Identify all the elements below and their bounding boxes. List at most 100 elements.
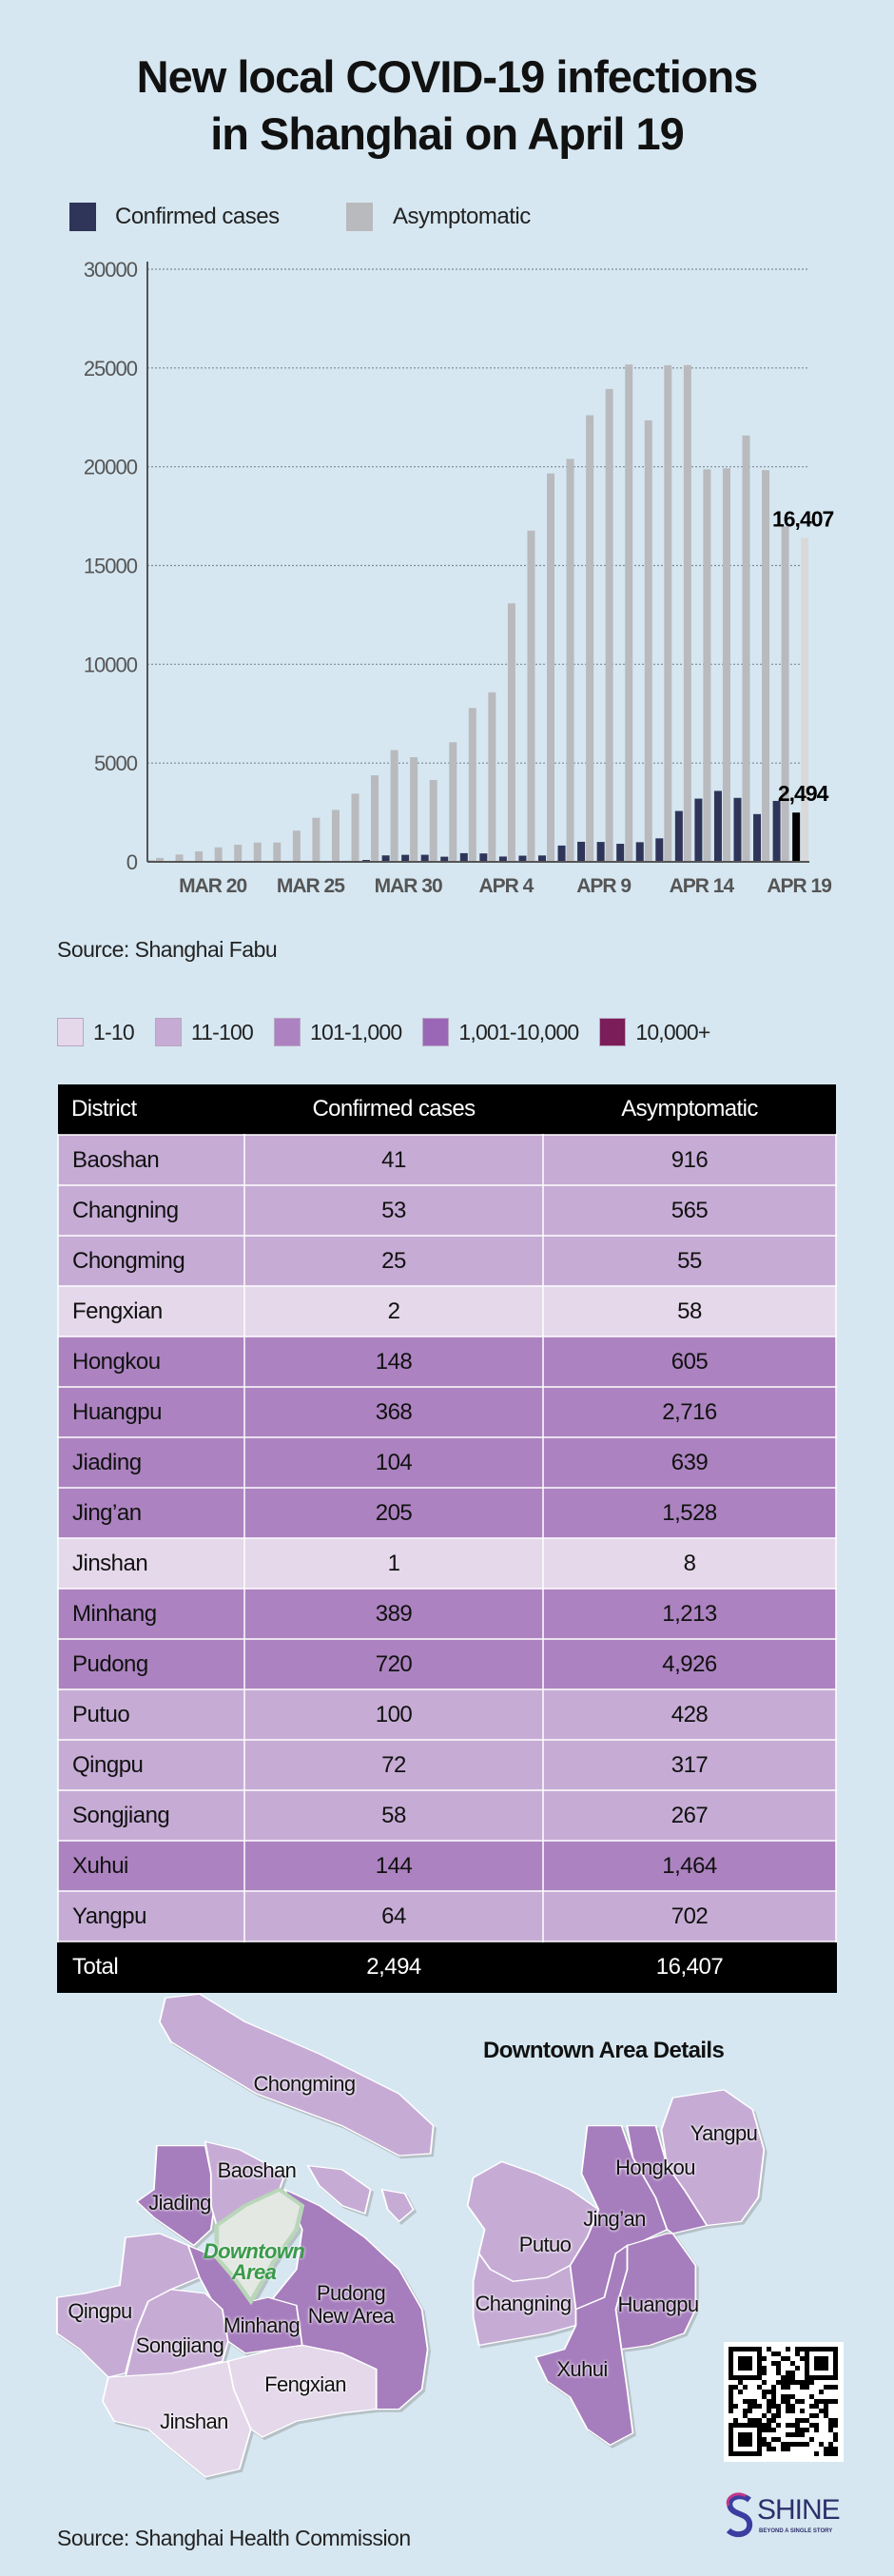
- qr-module: [757, 2361, 762, 2366]
- cell-asymptomatic: 605: [542, 1336, 837, 1388]
- cell-district: Baoshan: [57, 1134, 245, 1186]
- table-row: Xuhui 144 1,464: [57, 1840, 837, 1892]
- bar-asymptomatic: [625, 364, 633, 862]
- table-row: Qingpu 72 317: [57, 1739, 837, 1791]
- qr-module: [771, 2437, 776, 2442]
- qr-module: [824, 2404, 828, 2409]
- qr-module: [776, 2437, 781, 2442]
- qr-module: [748, 2432, 752, 2437]
- map-label-pudong-new-area: New Area: [307, 2304, 395, 2328]
- qr-module: [795, 2380, 800, 2385]
- map-label-jinshan: Jinshan: [160, 2410, 228, 2433]
- cell-confirmed: 41: [243, 1134, 544, 1186]
- table-row: Minhang 389 1,213: [57, 1588, 837, 1640]
- bar-asymptomatic: [801, 537, 809, 862]
- scale-item: 101-1,000: [273, 1018, 402, 1046]
- map-label-jingan: Jing’an: [583, 2207, 646, 2231]
- cell-asymptomatic: 1,464: [542, 1840, 837, 1892]
- cell-confirmed: 72: [243, 1739, 544, 1791]
- map-label-huangpu: Huangpu: [617, 2293, 699, 2316]
- map-source: Source: Shanghai Health Commission: [57, 2526, 411, 2550]
- scale-swatch: [422, 1018, 450, 1046]
- qr-module: [771, 2361, 776, 2366]
- qr-module: [748, 2366, 752, 2371]
- qr-module: [757, 2432, 762, 2437]
- shine-tagline: BEYOND A SINGLE STORY: [759, 2528, 833, 2534]
- table-header-row: District Confirmed cases Asymptomatic: [58, 1084, 836, 1135]
- qr-module: [743, 2361, 748, 2366]
- qr-module: [757, 2347, 762, 2352]
- qr-code[interactable]: [724, 2342, 844, 2462]
- bar-asymptomatic: [781, 526, 789, 862]
- cell-confirmed: 144: [243, 1840, 544, 1892]
- qr-module: [771, 2352, 776, 2356]
- qr-module: [733, 2418, 738, 2423]
- bar-confirmed: [459, 852, 468, 862]
- qr-module: [771, 2394, 776, 2399]
- qr-module: [743, 2347, 748, 2352]
- qr-module: [828, 2418, 833, 2423]
- qr-module: [762, 2437, 767, 2442]
- bar-asymptomatic: [195, 850, 204, 862]
- qr-module: [743, 2437, 748, 2442]
- qr-module: [738, 2375, 743, 2380]
- map-label-fengxian: Fengxian: [264, 2372, 346, 2396]
- qr-module: [833, 2356, 838, 2361]
- bar-confirmed: [772, 800, 781, 862]
- cell-district: Changning: [57, 1184, 245, 1237]
- qr-module: [762, 2428, 767, 2432]
- qr-module: [757, 2366, 762, 2371]
- qr-module: [805, 2418, 809, 2423]
- cell-confirmed: 368: [243, 1386, 544, 1438]
- map-label-downtown: Downtown: [203, 2239, 305, 2263]
- table-row: Pudong 720 4,926: [57, 1638, 837, 1690]
- map-label-songjiang: Songjiang: [135, 2333, 224, 2357]
- qr-module: [819, 2375, 824, 2380]
- cell-asymptomatic: 4,926: [542, 1638, 837, 1690]
- qr-module: [833, 2447, 838, 2451]
- qr-module: [738, 2347, 743, 2352]
- qr-module: [786, 2409, 790, 2413]
- qr-module: [790, 2371, 795, 2375]
- shine-wordmark: SHINE: [757, 2494, 841, 2526]
- qr-module: [733, 2375, 738, 2380]
- bar-asymptomatic: [234, 845, 243, 862]
- bar-confirmed: [655, 838, 664, 862]
- table-total-row: Total 2,494 16,407: [57, 1941, 837, 1993]
- qr-module: [805, 2356, 809, 2361]
- cell-confirmed: 2: [243, 1285, 544, 1337]
- qr-module: [729, 2371, 733, 2375]
- bar-asymptomatic: [273, 842, 282, 862]
- qr-module: [833, 2399, 838, 2404]
- data-label: 16,407: [772, 506, 834, 531]
- scale-item: 1-10: [57, 1018, 135, 1046]
- qr-module: [729, 2404, 733, 2409]
- cell-asymptomatic: 2,716: [542, 1386, 837, 1438]
- qr-module: [800, 2385, 805, 2390]
- qr-module: [795, 2399, 800, 2404]
- bar-asymptomatic: [253, 842, 262, 862]
- qr-module: [762, 2380, 767, 2385]
- qr-module: [819, 2390, 824, 2394]
- shanghai-map: [56, 1993, 766, 2478]
- qr-module: [752, 2375, 757, 2380]
- qr-module: [762, 2423, 767, 2428]
- cell-asymptomatic: 916: [542, 1134, 837, 1186]
- scale-item: 11-100: [154, 1018, 254, 1046]
- qr-module: [757, 2385, 762, 2390]
- qr-module: [767, 2447, 771, 2451]
- cell-district: Chongming: [57, 1235, 245, 1287]
- bar-asymptomatic: [762, 470, 770, 862]
- x-tick-label: MAR 30: [375, 875, 442, 897]
- qr-module: [776, 2366, 781, 2371]
- y-tick-label: 0: [126, 850, 138, 874]
- qr-module: [824, 2447, 828, 2451]
- cell-asymptomatic: 565: [542, 1184, 837, 1237]
- bar-asymptomatic: [527, 530, 535, 862]
- qr-module: [790, 2409, 795, 2413]
- bar-asymptomatic: [468, 708, 476, 862]
- x-tick-label: APR 19: [767, 875, 831, 897]
- bar-confirmed: [616, 844, 625, 862]
- qr-module: [814, 2361, 819, 2366]
- qr-module: [781, 2394, 786, 2399]
